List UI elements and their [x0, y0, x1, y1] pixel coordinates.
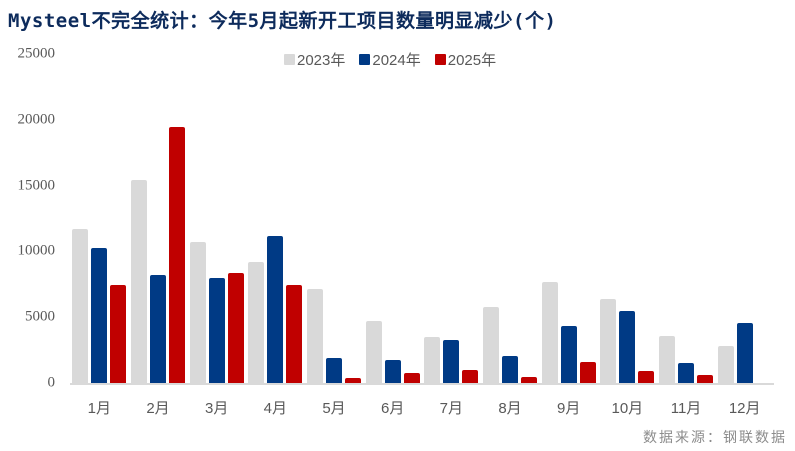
bar-2024年-12月: [736, 322, 753, 383]
bar-2023年-10月: [600, 298, 617, 383]
legend-swatch: [359, 54, 371, 65]
legend-item: 2025年: [434, 49, 497, 70]
bar-2024年-3月: [208, 277, 225, 383]
bar-2023年-3月: [189, 241, 206, 383]
x-tick-label: 1月: [87, 400, 111, 417]
bar-2023年-1月: [72, 229, 89, 383]
x-tick-label: 5月: [322, 400, 346, 417]
bar-2024年-11月: [678, 362, 694, 383]
bar-2023年-4月: [248, 261, 265, 383]
bar-2024年-7月: [443, 339, 460, 383]
bar-2024年-8月: [502, 356, 518, 383]
bar-2023年-9月: [541, 281, 558, 383]
bar-2023年-2月: [131, 179, 147, 383]
bar-2025年-7月: [462, 369, 479, 383]
bar-2024年-1月: [91, 247, 108, 383]
y-tick-label: 10000: [17, 242, 56, 259]
bar-2025年-1月: [110, 284, 127, 383]
bar-2025年-8月: [521, 376, 537, 383]
y-tick-label: 5000: [25, 308, 55, 325]
x-tick-label: 3月: [204, 400, 229, 417]
legend-label: 2025年: [447, 52, 497, 69]
legend-item: 2023年: [284, 49, 345, 70]
legend-label: 2024年: [372, 52, 421, 69]
legend-label: 2023年: [297, 52, 346, 69]
legend-swatch: [284, 54, 295, 65]
legend: 2023年 2024年 2025年: [284, 49, 496, 70]
bar-2024年-2月: [150, 274, 166, 383]
y-tick-label: 20000: [17, 111, 56, 128]
bar-2025年-5月: [345, 377, 361, 383]
x-tick-label: 11月: [670, 400, 702, 417]
y-tick-label: 25000: [17, 45, 56, 62]
legend-swatch: [434, 54, 446, 65]
x-tick-label: 8月: [498, 400, 522, 417]
x-tick-label: 2月: [146, 400, 170, 417]
bar-2025年-4月: [286, 284, 303, 383]
x-axis-line: [70, 383, 774, 385]
x-tick-label: 10月: [611, 400, 644, 417]
bar-2023年-7月: [424, 336, 441, 383]
bar-2023年-6月: [365, 320, 382, 383]
bar-2025年-2月: [169, 126, 185, 383]
bar-2023年-8月: [483, 306, 499, 383]
data-source: 数据来源：钢联数据: [643, 430, 787, 446]
bar-2023年-12月: [717, 345, 734, 383]
bar-2023年-11月: [659, 335, 675, 383]
bar-2024年-10月: [619, 310, 636, 383]
bar-2024年-6月: [384, 359, 401, 383]
bar-2024年-9月: [560, 325, 577, 383]
x-tick-label: 7月: [439, 400, 463, 417]
y-tick-label: 0: [47, 374, 56, 391]
bar-2025年-3月: [227, 272, 244, 383]
bar-2025年-6月: [403, 372, 420, 383]
bar-2025年-10月: [638, 371, 655, 383]
bar-2024年-5月: [326, 357, 342, 383]
bar-2025年-11月: [697, 374, 713, 383]
y-tick-label: 15000: [17, 177, 56, 194]
chart-title: Mysteel不完全统计：今年5月起新开工项目数量明显减少(个): [8, 10, 557, 32]
bar-2024年-4月: [267, 235, 284, 383]
x-tick-label: 4月: [263, 400, 287, 417]
x-tick-label: 6月: [380, 400, 405, 417]
bar-2025年-9月: [579, 361, 596, 383]
x-tick-label: 9月: [556, 400, 581, 417]
x-tick-label: 12月: [728, 400, 761, 417]
legend-item: 2024年: [359, 49, 421, 70]
bar-2023年-5月: [307, 288, 323, 383]
